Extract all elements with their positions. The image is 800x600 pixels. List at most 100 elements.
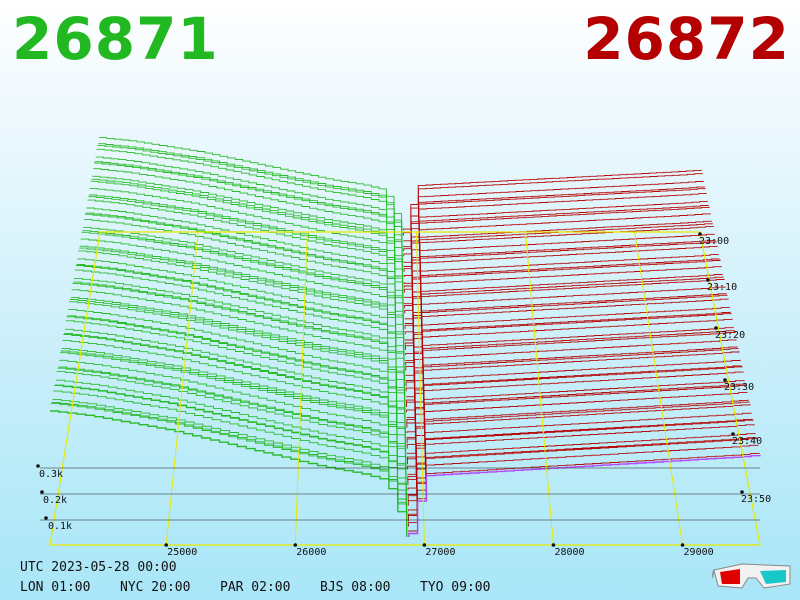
asks-snapshot-line [406,366,743,444]
asks-snapshot-line [404,233,715,298]
asks-snapshot-line [406,383,746,459]
tick-marker [714,326,718,330]
bids-snapshot-line [78,250,405,361]
bids-snapshot-line [73,281,405,392]
asks-snapshot-line [404,241,717,309]
asks-snapshot-line [404,239,716,305]
asks-snapshot-line [404,245,718,314]
price-tick-label: 29000 [684,547,714,558]
asks-snapshot-line [403,204,709,267]
bids-snapshot-line [82,230,404,335]
bids-snapshot-line [64,328,406,444]
asks-snapshot-line [403,188,706,252]
bids-snapshot-line [69,301,406,418]
bids-snapshot-line [52,399,407,522]
asks-snapshot-line [406,380,745,454]
tick-marker [723,378,727,382]
tick-marker [680,543,685,547]
asks-snapshot-line [407,424,755,506]
bids-snapshot-line [79,247,405,355]
tick-marker [44,516,48,520]
tick-marker [36,464,40,468]
bids-snapshot-line [92,175,403,273]
bids-snapshot-line [87,199,404,303]
time-tick-label: 23:30 [724,382,754,393]
asks-snapshot-line [405,278,725,350]
bids-snapshot-line [90,180,403,283]
asks-snapshot-line [403,201,708,263]
asks-snapshot-line [403,206,710,272]
bids-snapshot-line [55,379,407,501]
asks-snapshot-line [404,259,721,329]
price-grid-line [294,231,308,546]
bids-snapshot-line [61,348,406,465]
3d-glasses-icon[interactable] [712,560,792,592]
bids-snapshot-line [80,238,404,345]
time-tick-label: 23:00 [699,236,729,247]
tick-marker [698,232,702,236]
bids-snapshot-line [72,282,405,397]
bids-snapshot-line [77,258,405,366]
asks-snapshot-line [405,294,728,366]
price-grid-line [165,231,199,546]
zone-lon: LON 01:00 [20,580,91,595]
bids-snapshot-line [93,168,403,267]
asks-snapshot-line [407,391,748,470]
tick-marker [551,543,556,547]
price-grid-line [634,231,684,546]
asks-snapshot-line [408,454,761,537]
price-tick-label: 27000 [425,547,455,558]
bids-snapshot-line [84,213,404,319]
ask-depth-lines [402,169,761,537]
asks-snapshot-line [407,412,752,491]
grid-frame [49,231,761,546]
bids-snapshot-line [59,359,407,480]
bids-snapshot-line [54,385,407,511]
asks-snapshot-line [402,169,702,231]
asks-snapshot-line [405,293,727,362]
volume-tick-label: 0.2k [43,495,67,506]
zone-tyo: TYO 09:00 [420,580,491,595]
bids-snapshot-line [69,299,406,413]
zone-par: PAR 02:00 [220,580,291,595]
asks-snapshot-line [406,359,741,433]
asks-snapshot-line [408,452,760,532]
asks-snapshot-line [405,318,733,392]
asks-snapshot-line [404,276,724,345]
bids-snapshot-line [56,371,407,496]
bids-snapshot-line [88,196,404,298]
asks-snapshot-line [405,313,732,387]
price-grid-line [415,231,425,546]
asks-snapshot-line [403,226,714,293]
asks-snapshot-line [407,401,750,480]
asks-snapshot-line [406,339,737,413]
utc-timestamp: UTC 2023-05-28 00:00 [20,560,177,575]
bids-snapshot-line [62,339,406,459]
bids-snapshot-line [96,148,403,246]
time-tick-label: 23:10 [707,282,737,293]
asks-snapshot-line [406,346,738,418]
bids-snapshot-line [79,245,405,351]
tick-marker [422,543,427,547]
price-tick-label: 28000 [554,547,584,558]
asks-snapshot-line [405,286,726,355]
tick-marker [40,490,44,494]
bids-snapshot-line [53,390,407,517]
asks-snapshot-line [406,365,742,439]
asks-snapshot-line [403,193,707,257]
time-tick-label: 23:40 [732,436,762,447]
asks-snapshot-line [405,311,731,381]
price-tick-label: 26000 [296,547,326,558]
asks-snapshot-line [405,327,734,398]
asks-snapshot-line [404,258,720,324]
price-tick-label: 25000 [167,547,197,558]
tick-marker [731,432,735,436]
bids-snapshot-line [91,178,403,278]
bids-snapshot-line [86,207,404,309]
bids-snapshot-line [94,161,403,257]
tick-marker [740,490,744,494]
zone-bjs: BJS 08:00 [320,580,391,595]
timezone-row: LON 01:00 NYC 20:00 PAR 02:00 BJS 08:00 … [20,580,520,595]
bids-snapshot-line [71,289,405,402]
volume-tick-label: 0.3k [39,469,63,480]
